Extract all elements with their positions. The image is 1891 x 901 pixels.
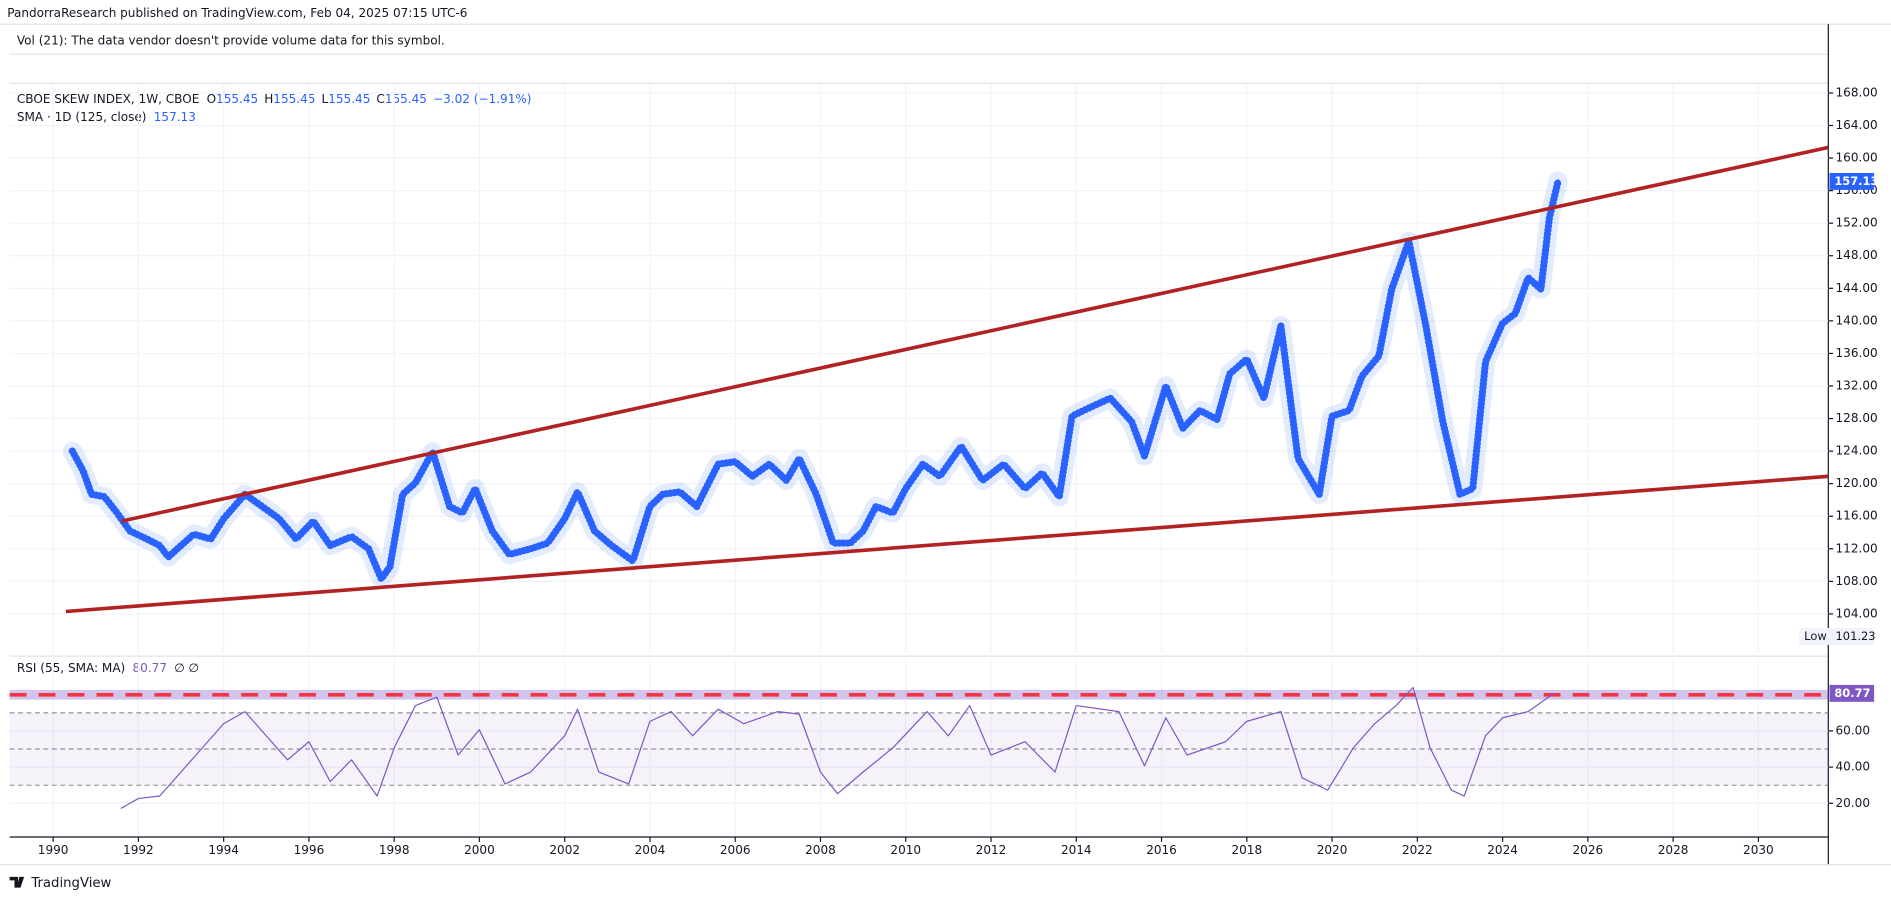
x-tick-label: 2004 <box>635 843 666 857</box>
y-tick-label: 160.00 <box>1836 151 1878 165</box>
ohlc-value: 155.45 <box>216 91 258 105</box>
series-line <box>70 179 1561 582</box>
x-tick-label: 1990 <box>38 843 69 857</box>
y-tick-label: 108.00 <box>1836 574 1878 588</box>
x-tick-label: 1994 <box>208 843 239 857</box>
legend: CBOE SKEW INDEX, 1W, CBOE O155.45 H155.45 L… <box>17 91 532 105</box>
logo: TradingView <box>9 876 112 891</box>
ohlc-key: O <box>207 91 216 105</box>
ohlc-value: 155.45 <box>385 91 427 105</box>
volume-note: Vol (21): The data vendor doesn't provid… <box>17 34 445 48</box>
x-tick-label: 2024 <box>1487 843 1518 857</box>
publisher: PandorraResearch published on TradingVie… <box>7 6 467 20</box>
y-tick-label: 20.00 <box>1836 796 1870 810</box>
y-tick-label: 40.00 <box>1836 760 1870 774</box>
x-tick-label: 2002 <box>549 843 580 857</box>
x-tick-label: 2030 <box>1743 843 1774 857</box>
y-tick-label: 144.00 <box>1836 281 1878 295</box>
y-tick-label: 136.00 <box>1836 346 1878 360</box>
low-label-bg <box>1799 628 1875 645</box>
footer-brand: TradingView <box>30 876 111 891</box>
x-tick-label: 2000 <box>464 843 495 857</box>
rsi-name: RSI (55, SMA: MA) <box>17 661 125 675</box>
x-tick-label: 2014 <box>1061 843 1092 857</box>
y-tick-label: 140.00 <box>1836 313 1878 327</box>
y-tick-label: 120.00 <box>1836 476 1878 490</box>
y-tick-label: 148.00 <box>1836 248 1878 262</box>
x-tick-label: 1996 <box>294 843 325 857</box>
rsi-legend: RSI (55, SMA: MA) 80.77 ∅ ∅ <box>17 661 199 675</box>
line-halo <box>62 171 1568 589</box>
sma-legend: SMA · 1D (125, close) 157.13 <box>17 110 196 124</box>
y-tick-label: 104.00 <box>1836 606 1878 620</box>
x-tick-label: 2016 <box>1146 843 1177 857</box>
trendline <box>120 145 1829 523</box>
price-label: 80.77 <box>1834 686 1870 700</box>
sma-value: 157.13 <box>154 110 196 124</box>
y-tick-label: 124.00 <box>1836 444 1878 458</box>
y-tick-label: 60.00 <box>1836 723 1870 737</box>
ohlc-key: L <box>321 91 328 105</box>
x-tick-label: 2028 <box>1658 843 1689 857</box>
x-tick-label: 2008 <box>805 843 836 857</box>
x-tick-label: 2026 <box>1573 843 1604 857</box>
symbol-title: CBOE SKEW INDEX, 1W, CBOE <box>17 91 199 105</box>
ohlc-value: 155.45 <box>273 91 315 105</box>
x-tick-label: 1992 <box>123 843 154 857</box>
low-label-name: Low <box>1804 629 1827 643</box>
x-tick-label: 2020 <box>1317 843 1348 857</box>
x-tick-label: 2022 <box>1402 843 1433 857</box>
y-tick-label: 132.00 <box>1836 378 1878 392</box>
y-tick-label: 128.00 <box>1836 411 1878 425</box>
change: −3.02 (−1.91%) <box>433 91 532 105</box>
x-tick-label: 2018 <box>1231 843 1262 857</box>
ohlc-key: H <box>264 91 273 105</box>
sma-name: SMA · 1D (125, close) <box>17 110 147 124</box>
x-tick-label: 1998 <box>379 843 410 857</box>
x-tick-label: 2006 <box>720 843 751 857</box>
price-label: 157.13 <box>1834 174 1878 188</box>
x-tick-label: 2010 <box>890 843 921 857</box>
price-label-bg <box>1829 172 1875 190</box>
x-tick-label: 2012 <box>976 843 1007 857</box>
y-tick-label: 112.00 <box>1836 541 1878 555</box>
y-tick-label: 164.00 <box>1836 118 1878 132</box>
y-tick-label: 152.00 <box>1836 216 1878 230</box>
series-line <box>120 686 1555 809</box>
ohlc-value: 155.45 <box>328 91 370 105</box>
low-label-value: 101.23 <box>1836 629 1876 643</box>
rsi-value: 80.77 <box>133 661 168 675</box>
ohlc-key: C <box>376 91 384 105</box>
rsi-extra: ∅ ∅ <box>174 661 199 675</box>
y-tick-label: 168.00 <box>1836 85 1878 99</box>
y-tick-label: 116.00 <box>1836 509 1878 523</box>
price-label-bg <box>1829 684 1875 702</box>
trendline <box>65 474 1829 614</box>
